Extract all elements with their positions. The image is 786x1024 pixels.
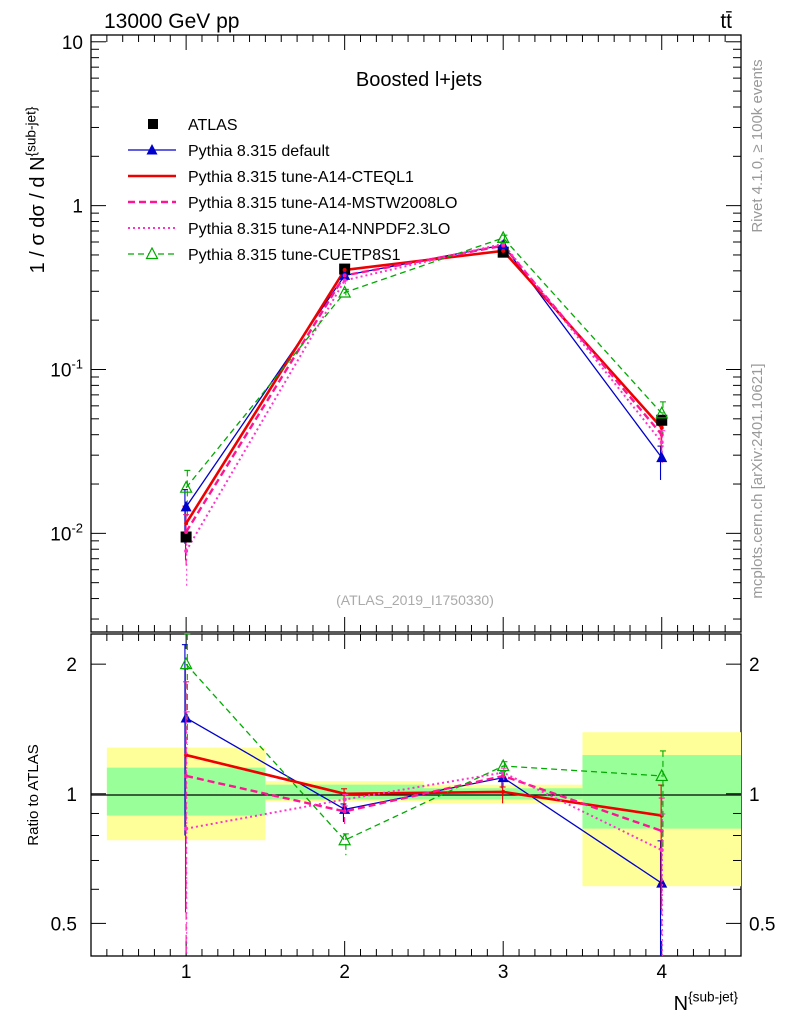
- ratio-point: [184, 826, 189, 831]
- ratio-axis-ticks: 0.5 0.5 1 1 2 2 1 2 3 4: [51, 655, 776, 983]
- main-axis-ticks: 10-2 10-1 1 10: [50, 33, 742, 956]
- legend-label: Pythia 8.315 tune-A14-MSTW2008LO: [188, 195, 457, 212]
- legend-marker: [146, 144, 158, 155]
- rivet-label: Rivet 4.1.0, ≥ 100k events: [749, 59, 766, 232]
- data-point: [180, 500, 192, 512]
- ratio-y-tick-label: 2: [66, 655, 77, 676]
- ratio-line-4: [185, 771, 663, 851]
- main-markers: [179, 230, 669, 554]
- ratio-y-tick-label-right: 1: [749, 785, 760, 806]
- main-line-4: [185, 242, 663, 552]
- energy-label: 13000 GeV pp: [104, 10, 239, 33]
- legend-marker: [148, 119, 158, 129]
- y-tick-label: 10-1: [50, 356, 83, 381]
- ratio-point: [184, 753, 189, 758]
- data-point: [342, 273, 347, 278]
- data-point: [184, 529, 189, 534]
- data-point: [659, 432, 664, 437]
- data-point: [342, 267, 347, 272]
- chart-title: Boosted l+jets: [356, 69, 482, 91]
- data-point: [179, 480, 193, 493]
- ratio-y-axis-label: Ratio to ATLAS: [25, 744, 42, 845]
- ratio-line-5: [185, 663, 662, 842]
- ratio-point: [655, 768, 669, 782]
- legend-label: Pythia 8.315 tune-CUETP8S1: [188, 247, 401, 264]
- y-tick-label: 10: [62, 33, 83, 54]
- data-point: [342, 278, 347, 283]
- legend-label: Pythia 8.315 default: [188, 143, 330, 160]
- data-point: [338, 285, 352, 298]
- main-error-bars: [181, 234, 666, 588]
- main-panel: 10-2 10-1 1 10 Boosted l+jets (ATLAS_2019_I…: [50, 33, 742, 956]
- data-point: [496, 230, 510, 244]
- ratio-point: [656, 877, 668, 888]
- x-tick-label: 2: [339, 962, 350, 983]
- main-line-1: [185, 244, 663, 508]
- legend: ATLAS Pythia 8.315 default Pythia 8.315 tu…: [128, 117, 457, 264]
- ratio-point: [338, 832, 352, 846]
- x-axis-label: N{sub-jet}: [674, 990, 739, 1015]
- ratio-point: [659, 848, 664, 853]
- ratio-uncertainty-bands: [106, 732, 741, 887]
- main-line-2: [185, 249, 663, 525]
- ratio-point: [184, 773, 189, 778]
- ratio-point: [501, 789, 506, 794]
- data-point: [656, 451, 668, 463]
- x-tick-label: 1: [181, 962, 192, 983]
- data-point: [501, 248, 506, 253]
- data-point: [659, 440, 664, 445]
- data-point: [659, 425, 664, 430]
- main-frame: [90, 34, 742, 633]
- data-point: [656, 414, 668, 426]
- data-point: [184, 549, 189, 554]
- band-green: [582, 755, 741, 829]
- main-y-axis-label: 1 / σ dσ / d N{sub-jet}: [24, 106, 49, 273]
- ratio-y-tick-label-right: 2: [749, 655, 760, 676]
- y-tick-label: 1: [72, 197, 83, 218]
- ratio-series-lines: [179, 633, 669, 956]
- main-series-lines: [185, 237, 663, 552]
- analysis-label: (ATLAS_2019_I1750330): [336, 592, 494, 608]
- ratio-point: [342, 797, 347, 802]
- legend-marker: [145, 246, 159, 260]
- ratio-panel: 0.5 0.5 1 1 2 2 1 2 3 4 Ratio to ATLAS: [25, 633, 776, 983]
- y-tick-label: 10-2: [50, 520, 83, 545]
- ratio-point: [496, 758, 510, 772]
- ratio-point: [179, 656, 193, 670]
- data-point: [184, 521, 189, 526]
- ratio-y-tick-label-right: 0.5: [749, 914, 775, 935]
- main-line-3: [185, 244, 663, 533]
- ratio-line-3: [185, 774, 663, 833]
- main-line-5: [185, 237, 663, 489]
- data-point: [655, 406, 669, 419]
- legend-label: ATLAS: [188, 117, 238, 134]
- ratio-point: [342, 791, 347, 796]
- mcplots-label: mcplots.cern.ch [arXiv:2401.10621]: [749, 363, 766, 598]
- ratio-y-tick-label: 1: [66, 785, 77, 806]
- x-tick-label: 3: [498, 962, 509, 983]
- data-point: [180, 531, 192, 543]
- ratio-y-tick-label: 0.5: [51, 914, 77, 935]
- legend-label: Pythia 8.315 tune-A14-NNPDF2.3LO: [188, 221, 450, 238]
- process-label: tt̄: [720, 10, 732, 33]
- ratio-point: [342, 809, 347, 814]
- x-tick-label: 4: [656, 962, 667, 983]
- legend-label: Pythia 8.315 tune-A14-CTEQL1: [188, 169, 414, 186]
